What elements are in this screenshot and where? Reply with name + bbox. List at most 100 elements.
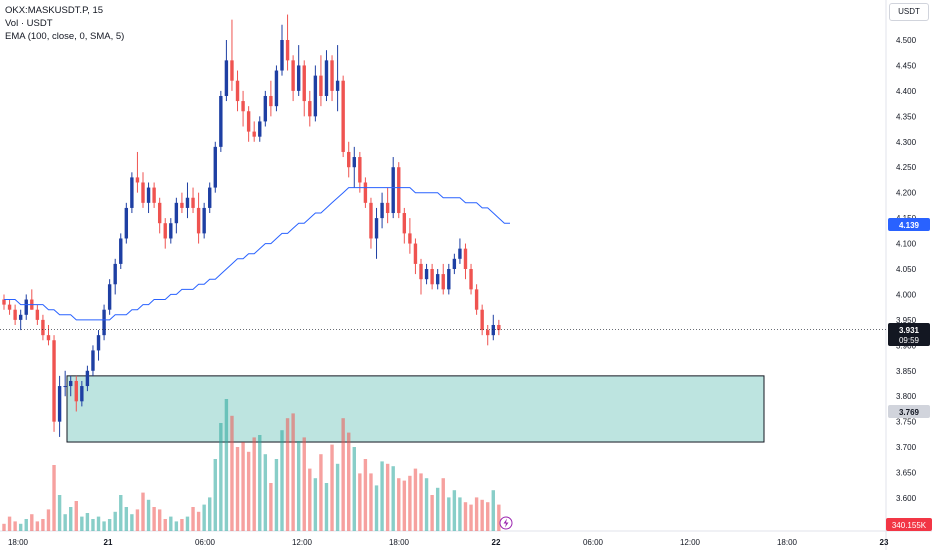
candle-body — [69, 380, 73, 387]
zone-price-tag-text: 3.769 — [899, 408, 920, 417]
time-tick-label: 12:00 — [292, 538, 313, 547]
candle-body — [258, 121, 262, 137]
candle-body — [319, 75, 323, 96]
candle-body — [402, 213, 407, 234]
lightning-icon[interactable] — [499, 516, 513, 530]
time-tick-label: 12:00 — [680, 538, 701, 547]
candle-body — [302, 65, 306, 102]
candle-body — [18, 314, 23, 320]
candle-body — [119, 238, 123, 264]
volume-bar — [80, 516, 84, 531]
volume-tag-text: 340.155K — [892, 521, 927, 530]
time-tick-label: 22 — [492, 538, 501, 547]
volume-bar — [63, 514, 67, 531]
chart-legend: OKX:MASKUSDT.P, 15 Vol · USDT EMA (100, … — [5, 4, 124, 43]
candle-body — [91, 350, 95, 371]
ema-indicator-label[interactable]: EMA (100, close, 0, SMA, 5) — [5, 31, 125, 42]
volume-bar — [469, 504, 473, 531]
candle-body — [124, 207, 129, 239]
price-tick-label: 3.800 — [896, 392, 917, 401]
candle-body — [419, 263, 423, 280]
volume-bar — [385, 463, 390, 531]
price-tick-label: 4.200 — [896, 189, 917, 198]
volume-bar — [85, 513, 90, 531]
volume-bar — [69, 507, 73, 531]
candle-body — [452, 258, 457, 269]
time-tick-label: 21 — [104, 538, 113, 547]
currency-unit-button[interactable]: USDT — [889, 3, 929, 21]
last-price-tag-bg — [888, 323, 930, 346]
candle-body — [469, 269, 473, 290]
candle-body — [191, 197, 195, 208]
time-tick-label: 06:00 — [583, 538, 604, 547]
volume-bar — [263, 454, 268, 531]
candle-body — [324, 60, 329, 96]
candle-body — [335, 80, 340, 91]
volume-bar — [74, 501, 78, 531]
volume-bar — [474, 497, 479, 531]
candle-body — [219, 95, 223, 147]
volume-bar — [380, 461, 384, 531]
volume-bar — [146, 499, 151, 531]
candle-body — [113, 263, 117, 285]
volume-bar — [163, 519, 167, 531]
candle-body — [135, 177, 140, 183]
candle-body — [408, 233, 412, 244]
candle-body — [13, 309, 17, 320]
time-tick-label: 23 — [880, 538, 889, 547]
volume-bar — [408, 475, 412, 531]
last-price-tag-text: 3.931 — [899, 326, 920, 335]
candle-body — [163, 223, 167, 239]
volume-bar — [341, 418, 345, 531]
volume-bar — [491, 490, 495, 531]
volume-bar — [102, 521, 106, 531]
volume-bar — [107, 519, 112, 531]
candle-body — [441, 274, 445, 290]
volume-bar — [413, 468, 418, 531]
volume-bar — [119, 495, 123, 531]
price-tick-label: 4.500 — [896, 36, 917, 45]
volume-bar — [241, 442, 245, 531]
volume-bar — [335, 463, 340, 531]
candle-body — [480, 309, 484, 331]
zone-price-tag: 3.769 — [888, 405, 930, 418]
price-tick-label: 3.850 — [896, 367, 917, 376]
volume-bar — [285, 418, 290, 531]
candle-countdown-text: 09:59 — [899, 336, 920, 345]
candle-body — [241, 101, 245, 112]
candle-body — [146, 187, 151, 203]
demand-zone-rect — [66, 375, 765, 443]
volume-bar — [274, 459, 279, 531]
volume-bar — [196, 511, 201, 531]
candle-body — [280, 40, 284, 71]
symbol-title[interactable]: OKX:MASKUSDT.P, 15 — [5, 5, 104, 16]
volume-bar — [447, 497, 451, 531]
volume-bar — [202, 504, 206, 531]
candle-body — [413, 243, 418, 264]
candle-body — [141, 182, 145, 203]
volume-bar — [430, 495, 434, 531]
time-tick-label: 18:00 — [389, 538, 410, 547]
candle-body — [385, 202, 390, 214]
candle-body — [435, 274, 440, 285]
ema-price-tag-text: 4.139 — [899, 221, 920, 230]
candle-body — [46, 335, 51, 341]
volume-bar — [124, 507, 129, 531]
volume-bar — [246, 451, 251, 531]
candle-body — [130, 177, 134, 208]
last-price-tag: 3.931 09:59 — [888, 323, 930, 346]
volume-bar — [18, 523, 23, 531]
candle-body — [208, 187, 212, 208]
price-axis-ticks[interactable]: 4.5004.4504.4004.3504.3004.2504.2004.150… — [896, 36, 917, 503]
candle-body — [363, 182, 368, 203]
volume-indicator-label[interactable]: Vol · USDT — [5, 18, 53, 29]
time-axis-labels[interactable]: 18:00 21 06:00 12:00 18:00 22 06:00 12:00 18:00 2… — [8, 538, 889, 547]
volume-bar — [313, 478, 318, 531]
candle-body — [102, 309, 106, 336]
candle-body — [296, 65, 301, 91]
volume-bar — [91, 519, 95, 531]
candle-body — [352, 157, 356, 168]
volume-bar — [52, 465, 56, 531]
